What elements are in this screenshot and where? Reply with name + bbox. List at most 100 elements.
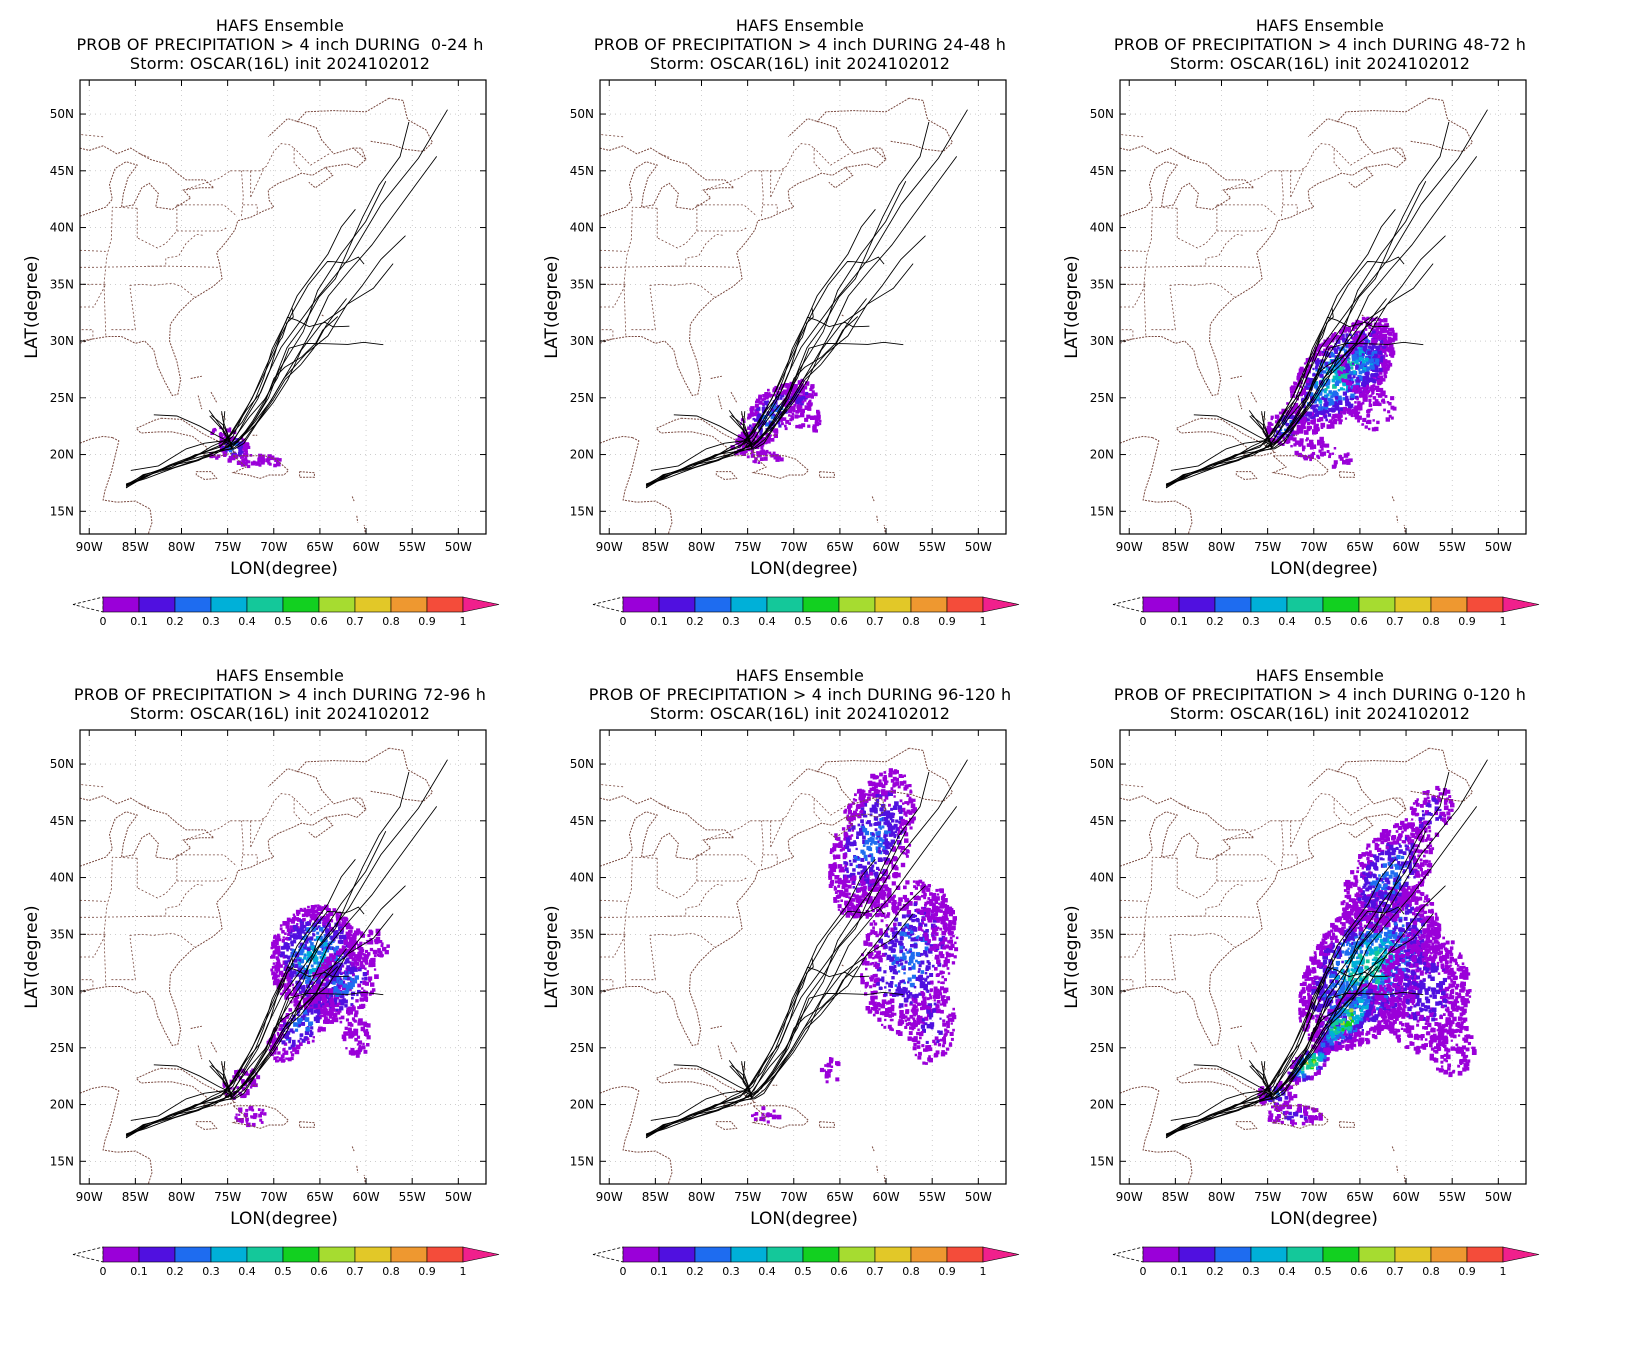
ensemble-tracks bbox=[1165, 759, 1488, 1139]
y-tick-label: 35N bbox=[50, 277, 74, 291]
map-panel-96-120: 90W 85W 80W 75W 70W 65W 60W 55W 50W 15N 20N 25N 30N 3… bbox=[520, 650, 1060, 1310]
colorbar-tick-label: 0.9 bbox=[1458, 1265, 1476, 1278]
x-tick-label: 90W bbox=[1116, 540, 1143, 554]
x-axis-label: LON(degree) bbox=[1270, 559, 1378, 579]
y-tick-label: 20N bbox=[1090, 448, 1114, 462]
colorbar-tick-label: 0.6 bbox=[1350, 615, 1368, 628]
y-tick-label: 50N bbox=[50, 757, 74, 771]
coastlines bbox=[80, 97, 434, 534]
colorbar-swatch bbox=[318, 1246, 356, 1263]
grid-lines bbox=[80, 80, 486, 534]
colorbar-swatch bbox=[1214, 1246, 1252, 1263]
colorbar-under-arrow bbox=[592, 596, 624, 613]
x-axis-label: LON(degree) bbox=[1270, 1209, 1378, 1229]
colorbar-swatch bbox=[838, 1246, 876, 1263]
colorbar-tick-label: 0.6 bbox=[310, 615, 328, 628]
colorbar-tick-label: 0 bbox=[100, 1265, 107, 1278]
x-tick-label: 85W bbox=[122, 1190, 149, 1204]
x-tick-label: 70W bbox=[260, 540, 287, 554]
panel-title: HAFS Ensemble PROB OF PRECIPITATION > 4 i… bbox=[550, 666, 1050, 723]
precip-probability-field bbox=[1265, 316, 1398, 469]
colorbar-swatch bbox=[1394, 1246, 1432, 1263]
colorbar-tick-label: 0.3 bbox=[202, 615, 220, 628]
y-axis-label: LAT(degree) bbox=[22, 905, 42, 1008]
colorbar-over-arrow bbox=[462, 1246, 500, 1263]
colorbar-tick-label: 0 bbox=[100, 615, 107, 628]
ensemble-tracks bbox=[125, 109, 448, 489]
x-tick-label: 85W bbox=[122, 540, 149, 554]
colorbar-tick-label: 0.1 bbox=[1170, 615, 1188, 628]
colorbar-tick-label: 0.9 bbox=[938, 615, 956, 628]
precip-probability-field bbox=[751, 768, 959, 1124]
colorbar-tick-label: 0.8 bbox=[382, 1265, 400, 1278]
track-line bbox=[1193, 414, 1273, 444]
x-tick-label: 50W bbox=[1485, 540, 1512, 554]
map-panel-24-48: 90W 85W 80W 75W 70W 65W 60W 55W 50W 15N 20N 25N 30N 3… bbox=[520, 0, 1060, 660]
y-tick-label: 30N bbox=[570, 984, 594, 998]
colorbar-swatch bbox=[1250, 596, 1288, 613]
colorbar-swatch bbox=[282, 1246, 320, 1263]
y-tick-label: 50N bbox=[50, 107, 74, 121]
y-tick-label: 40N bbox=[570, 221, 594, 235]
x-tick-label: 70W bbox=[260, 1190, 287, 1204]
coastlines bbox=[1120, 97, 1474, 534]
track-line bbox=[645, 121, 930, 489]
track-line bbox=[650, 440, 753, 471]
track-line bbox=[1248, 109, 1488, 450]
colorbar-swatch bbox=[390, 596, 428, 613]
x-tick-label: 60W bbox=[872, 1190, 899, 1204]
y-tick-label: 35N bbox=[50, 927, 74, 941]
colorbar-tick-label: 0.5 bbox=[274, 1265, 292, 1278]
track-line bbox=[645, 316, 859, 487]
x-tick-label: 65W bbox=[826, 1190, 853, 1204]
colorbar-tick-label: 0 bbox=[620, 615, 627, 628]
track-line bbox=[741, 180, 907, 448]
colorbar-tick-label: 0.1 bbox=[650, 615, 668, 628]
colorbar-swatch bbox=[390, 1246, 428, 1263]
x-tick-label: 70W bbox=[1300, 540, 1327, 554]
y-tick-label: 50N bbox=[570, 107, 594, 121]
y-tick-label: 40N bbox=[570, 871, 594, 885]
colorbar-swatch bbox=[174, 596, 212, 613]
track-line bbox=[125, 156, 438, 486]
panel-title-line: Storm: OSCAR(16L) init 2024102012 bbox=[1169, 704, 1471, 723]
y-tick-label: 30N bbox=[1090, 334, 1114, 348]
colorbar-swatch bbox=[1394, 596, 1432, 613]
colorbar-tick-label: 0.2 bbox=[686, 1265, 704, 1278]
x-tick-label: 90W bbox=[1116, 1190, 1143, 1204]
track-line bbox=[645, 235, 926, 486]
colorbar-tick-label: 0.9 bbox=[1458, 615, 1476, 628]
panel-title-line: Storm: OSCAR(16L) init 2024102012 bbox=[129, 704, 431, 723]
colorbar-swatch bbox=[766, 596, 804, 613]
colorbar-over-arrow bbox=[982, 1246, 1020, 1263]
y-tick-label: 25N bbox=[50, 391, 74, 405]
x-tick-label: 60W bbox=[1392, 1190, 1419, 1204]
ensemble-tracks bbox=[645, 109, 968, 489]
colorbar-over-arrow bbox=[1502, 1246, 1540, 1263]
colorbar-tick-label: 0.4 bbox=[238, 615, 256, 628]
colorbar-swatch bbox=[838, 596, 876, 613]
x-axis-label: LON(degree) bbox=[750, 1209, 858, 1229]
political-borders bbox=[1120, 134, 1370, 344]
x-tick-label: 55W bbox=[1439, 540, 1466, 554]
x-tick-label: 80W bbox=[168, 1190, 195, 1204]
y-tick-label: 20N bbox=[50, 448, 74, 462]
x-tick-label: 75W bbox=[1254, 1190, 1281, 1204]
plot-frame bbox=[79, 729, 487, 1185]
colorbar-over-arrow bbox=[982, 596, 1020, 613]
track-line bbox=[1165, 235, 1446, 486]
colorbar-tick-label: 0.1 bbox=[1170, 1265, 1188, 1278]
colorbar-swatch bbox=[730, 596, 768, 613]
x-tick-label: 90W bbox=[76, 1190, 103, 1204]
track-line bbox=[1165, 885, 1446, 1136]
colorbar-swatch bbox=[874, 596, 912, 613]
colorbar-swatch bbox=[694, 1246, 732, 1263]
colorbar-tick-label: 0.7 bbox=[1386, 615, 1404, 628]
plot-frame bbox=[79, 79, 487, 535]
political-borders bbox=[80, 784, 330, 994]
panel-title: HAFS Ensemble PROB OF PRECIPITATION > 4 i… bbox=[30, 16, 530, 73]
colorbar-swatch bbox=[1466, 1246, 1504, 1263]
colorbar-tick-label: 0.3 bbox=[722, 615, 740, 628]
track-line bbox=[645, 256, 885, 489]
y-tick-label: 25N bbox=[570, 1041, 594, 1055]
